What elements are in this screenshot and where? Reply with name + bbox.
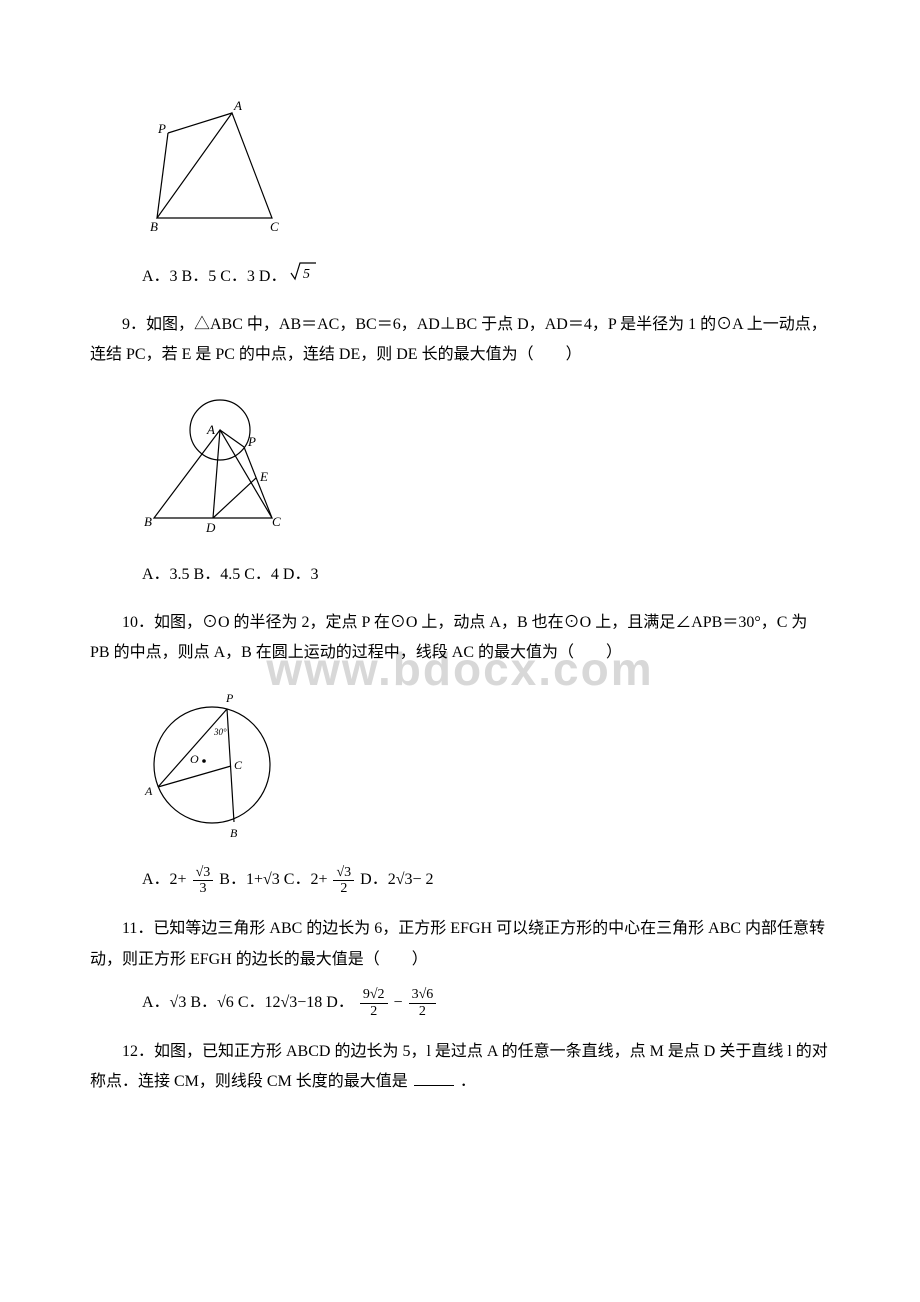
- q11-opt-D-frac2: 3√6 2: [409, 987, 437, 1019]
- q10-text: 10．如图，⊙O 的半径为 2，定点 P 在⊙O 上，动点 A，B 也在⊙O 上…: [90, 608, 830, 669]
- q10-label-B: B: [230, 826, 238, 840]
- q9-label-E: E: [259, 469, 268, 484]
- q11-text: 11．已知等边三角形 ABC 的边长为 6，正方形 EFGH 可以绕正方形的中心…: [90, 914, 830, 975]
- q9-label-A: A: [206, 422, 215, 437]
- q10-label-angle: 30°: [213, 727, 227, 737]
- page: www.bdocx.com A P B C A．3 B．5 C．3 D． 5 9…: [90, 98, 830, 1098]
- q10-label-A: A: [144, 784, 153, 798]
- q11-opt-C: C．12√3−18: [238, 989, 322, 1018]
- q10-figure: P A B C O 30°: [142, 687, 830, 853]
- q10-opt-B: B．1+√3: [219, 866, 279, 895]
- q10-opt-D: D．2√3− 2: [360, 866, 433, 895]
- q9-text: 9．如图，△ABC 中，AB＝AC，BC＝6，AD⊥BC 于点 D，AD＝4，P…: [90, 310, 830, 371]
- q12-blank: [414, 1085, 454, 1086]
- q10-opt-A-frac: √3 3: [193, 865, 214, 897]
- q8-label-B: B: [150, 219, 158, 234]
- q9-label-P: P: [247, 434, 256, 449]
- q8-options-text: A．3 B．5 C．3 D．: [142, 268, 286, 285]
- q10-label-O: O: [190, 752, 199, 766]
- q8-label-A: A: [233, 98, 242, 113]
- q8-sqrt5-icon: 5: [290, 261, 318, 281]
- q11-opt-B: B．√6: [190, 989, 233, 1018]
- q11-opt-D-prefix: D．: [326, 989, 354, 1018]
- q12-text-after: ．: [460, 1073, 476, 1090]
- q8-options: A．3 B．5 C．3 D． 5: [142, 261, 830, 292]
- q8-label-C: C: [270, 219, 279, 234]
- q11-opt-D-frac1: 9√2 2: [360, 987, 388, 1019]
- q11-opt-D-minus: −: [394, 989, 403, 1018]
- q11-opt-A: A．√3: [142, 989, 186, 1018]
- q9-label-B: B: [144, 514, 152, 529]
- q8-label-P: P: [157, 121, 166, 136]
- q9-options: A．3.5 B．4.5 C．4 D．3: [142, 561, 830, 590]
- q9-label-C: C: [272, 514, 281, 529]
- q8-figure: A P B C: [142, 98, 830, 249]
- q10-options: A．2+ √3 3 B．1+√3 C．2+ √3 2 D．2√3− 2: [142, 865, 830, 897]
- q10-label-C: C: [234, 758, 243, 772]
- q9-figure: A P E B D C: [142, 388, 830, 549]
- q11-options: A．√3 B．√6 C．12√3−18 D． 9√2 2 − 3√6 2: [142, 987, 830, 1019]
- q10-label-P: P: [225, 691, 234, 705]
- content: A P B C A．3 B．5 C．3 D． 5 9．如图，△ABC 中，AB＝…: [90, 98, 830, 1098]
- q10-opt-C-frac: √3 2: [333, 865, 354, 897]
- q10-opt-A-prefix: A．2+: [142, 866, 187, 895]
- q10-opt-C-prefix: C．2+: [284, 866, 328, 895]
- svg-text:5: 5: [303, 267, 310, 281]
- q12-text: 12．如图，已知正方形 ABCD 的边长为 5，l 是过点 A 的任意一条直线，…: [90, 1037, 830, 1098]
- q9-label-D: D: [205, 520, 216, 535]
